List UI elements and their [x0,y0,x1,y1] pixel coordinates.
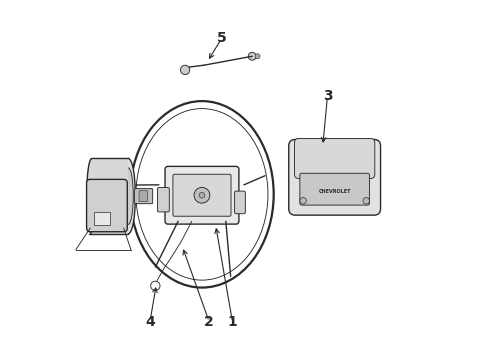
Circle shape [180,65,190,75]
FancyBboxPatch shape [300,173,369,205]
Circle shape [199,192,205,198]
Text: 4: 4 [145,315,155,329]
FancyBboxPatch shape [235,191,245,214]
Text: CHEVROLET: CHEVROLET [318,189,351,194]
FancyBboxPatch shape [134,189,153,204]
Circle shape [194,187,210,203]
Circle shape [363,198,369,204]
FancyBboxPatch shape [294,139,375,179]
Text: 5: 5 [217,31,226,45]
Circle shape [248,52,256,60]
Circle shape [300,198,306,204]
FancyBboxPatch shape [289,139,381,215]
FancyBboxPatch shape [139,191,147,202]
Text: 2: 2 [204,315,214,329]
Bar [94,212,110,225]
Text: 1: 1 [227,315,237,329]
FancyBboxPatch shape [173,174,231,216]
FancyBboxPatch shape [92,158,128,234]
FancyBboxPatch shape [165,166,239,224]
FancyBboxPatch shape [157,188,170,212]
FancyBboxPatch shape [87,179,127,232]
Text: 3: 3 [323,89,332,103]
Ellipse shape [121,158,135,234]
Ellipse shape [87,158,97,234]
Ellipse shape [123,168,133,224]
Circle shape [255,54,260,59]
